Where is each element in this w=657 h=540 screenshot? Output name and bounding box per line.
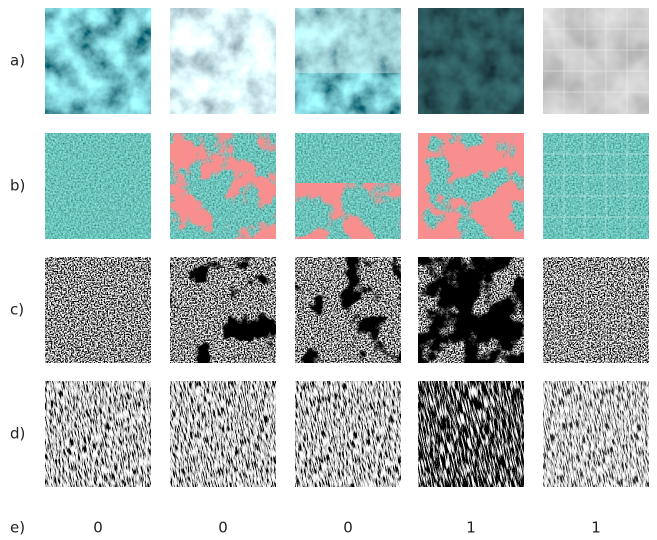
image-tile: [373, 336, 570, 533]
image-tile: [543, 133, 649, 239]
result-value: 1: [466, 519, 476, 537]
image-overlay: [418, 257, 524, 363]
image-overlay: [418, 133, 524, 239]
result-value: 1: [591, 519, 601, 537]
image-tile: [250, 336, 447, 533]
image-tile: [45, 257, 151, 363]
image-overlay: [295, 183, 401, 239]
result-value: 0: [218, 519, 228, 537]
image-tile: [0, 336, 196, 533]
image-tile-overlay: [295, 8, 401, 73]
image-tile: [543, 257, 649, 363]
image-tile: [45, 8, 151, 114]
row-label: c): [10, 301, 24, 319]
row-label: e): [10, 519, 25, 537]
image-tile: [170, 8, 276, 114]
image-overlay: [170, 133, 276, 239]
image-tile: [45, 133, 151, 239]
image-tile: [543, 8, 649, 114]
image-overlay: [170, 257, 276, 363]
row-label: d): [10, 425, 25, 443]
image-tile: [418, 8, 524, 114]
row-label: a): [10, 52, 25, 70]
result-value: 0: [343, 519, 353, 537]
row-label: b): [10, 177, 25, 195]
image-tile: [125, 336, 322, 533]
image-overlay: [295, 257, 401, 363]
figure: a) b) c) d) e) 0 0 0 1 1: [0, 0, 657, 540]
result-value: 0: [93, 519, 103, 537]
